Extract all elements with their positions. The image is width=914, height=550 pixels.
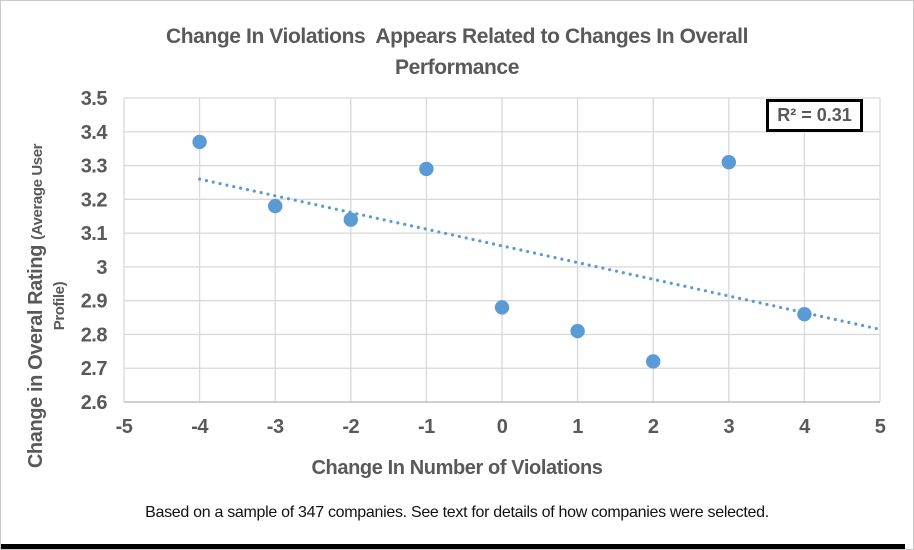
y-tick-label: 3.2 [81,189,108,211]
y-axis-title-line2: Profile) [51,281,68,331]
x-tick-label: 1 [572,416,583,438]
y-tick-label: 2.8 [81,324,108,346]
y-axis-title-line1: Change in Overal Rating (Average User [25,143,47,469]
footnote: Based on a sample of 347 companies. See … [145,504,769,521]
chart-title: Change In Violations Appears Related to … [1,21,913,83]
chart-title-line2: Performance [395,56,519,79]
x-tick-label: -3 [267,416,284,438]
x-tick-label: 0 [497,416,508,438]
scatter-point [570,323,585,339]
x-tick-label: -2 [342,416,359,438]
y-tick-label: 3.3 [81,156,108,178]
r-squared-label: R² = 0.31 [777,105,852,125]
scatter-point [646,354,661,369]
x-tick-label: -1 [418,416,435,438]
x-axis-title: Change In Number of Violations [311,457,603,479]
scatter-point [343,212,358,227]
y-tick-label: 3.1 [81,223,108,245]
scatter-point [192,134,207,150]
x-tick-label: 2 [648,416,659,438]
x-tick-label: 3 [723,416,734,438]
chart-title-line1: Change In Violations Appears Related to … [165,25,749,48]
x-tick-label: 5 [875,416,886,438]
x-tick-label: 4 [799,416,811,438]
scatter-point [721,154,736,170]
y-tick-label: 2.7 [81,358,108,380]
y-tick-label: 3.4 [81,122,109,144]
scatter-point [797,306,812,322]
x-tick-label: -4 [191,416,209,438]
y-tick-label: 2.6 [81,392,108,414]
y-tick-label: 3.5 [81,88,108,110]
trendline [198,177,882,331]
y-axis-title: Change in Overal Rating (Average User Pr… [24,106,70,506]
y-tick-label: 3 [96,257,107,279]
scatter-point [268,198,283,214]
x-tick-label: -5 [116,416,133,438]
scatter-point [419,161,434,177]
scatter-point [494,300,510,315]
y-tick-label: 2.9 [81,291,108,313]
r-squared-annotation: R² = 0.31 [766,99,863,132]
bottom-border-bar [1,544,905,549]
